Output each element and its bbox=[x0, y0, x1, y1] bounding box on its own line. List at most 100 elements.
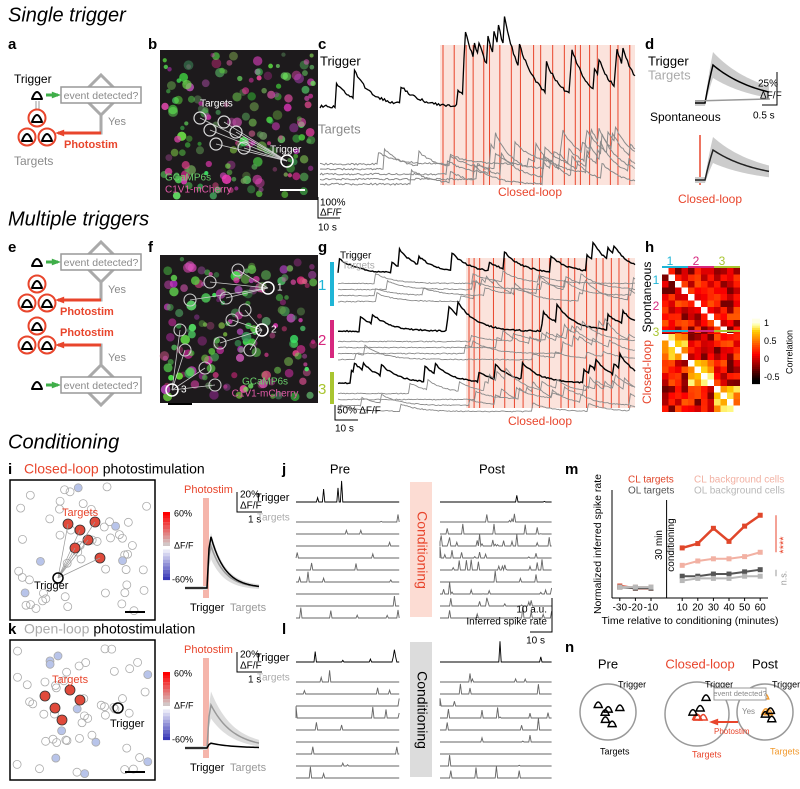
spike-trace bbox=[440, 718, 552, 731]
corr-cell bbox=[681, 287, 688, 294]
corr-cell bbox=[662, 307, 669, 314]
label: ΔF/F bbox=[174, 540, 194, 550]
cell bbox=[302, 353, 308, 359]
corr-cell bbox=[688, 281, 695, 288]
spike-trace bbox=[440, 766, 552, 779]
cell bbox=[184, 142, 191, 148]
neuron bbox=[31, 114, 43, 123]
cell bbox=[271, 122, 280, 131]
cell bbox=[162, 58, 167, 63]
closed-loop-shade bbox=[440, 45, 635, 185]
trace bbox=[319, 154, 636, 186]
cell-outline bbox=[65, 487, 75, 497]
trace bbox=[337, 351, 636, 385]
corr-cell bbox=[714, 294, 721, 301]
roi-link bbox=[249, 329, 263, 351]
significance: **** bbox=[778, 536, 790, 554]
cell bbox=[161, 102, 169, 111]
corr-cell bbox=[707, 353, 714, 360]
cell bbox=[228, 187, 234, 193]
cell bbox=[248, 77, 254, 83]
cell-outline bbox=[120, 588, 130, 598]
cell bbox=[231, 176, 237, 182]
corr-cell bbox=[727, 399, 734, 406]
cell-outline bbox=[133, 657, 142, 667]
colorbar-cell bbox=[752, 379, 760, 382]
cell bbox=[272, 110, 283, 120]
label: Targets bbox=[257, 513, 290, 524]
corr-cell bbox=[720, 274, 727, 281]
cell bbox=[186, 64, 192, 70]
target-ring bbox=[27, 108, 47, 128]
corr-cell bbox=[707, 300, 714, 307]
label: Yes bbox=[108, 352, 126, 364]
cell bbox=[307, 165, 314, 171]
label: 60% bbox=[174, 668, 192, 678]
corr-cell bbox=[707, 386, 714, 393]
marker bbox=[632, 584, 638, 590]
target-ring bbox=[17, 293, 37, 313]
corr-cell bbox=[727, 326, 734, 333]
trace bbox=[337, 275, 636, 297]
colorbar-cell bbox=[163, 515, 170, 519]
corr-cell bbox=[688, 366, 695, 373]
spike-trace bbox=[296, 528, 400, 535]
cell bbox=[174, 135, 181, 143]
corr-cell bbox=[688, 294, 695, 301]
trace bbox=[337, 335, 636, 355]
label: ΔF/F bbox=[760, 91, 782, 102]
arrow-head bbox=[51, 381, 61, 389]
label: 2 bbox=[318, 332, 326, 349]
corr-cell bbox=[714, 320, 721, 327]
corr-cell bbox=[668, 274, 675, 281]
trace bbox=[337, 240, 636, 274]
group-bar bbox=[662, 266, 688, 268]
cell-outline bbox=[77, 718, 87, 728]
scale-bar bbox=[334, 405, 358, 421]
group-bar bbox=[662, 330, 688, 332]
roi-link bbox=[225, 287, 269, 299]
label: ΔF/F bbox=[174, 700, 194, 710]
corr-cell bbox=[701, 268, 708, 275]
corr-cell bbox=[714, 379, 721, 386]
spike-trace bbox=[296, 571, 400, 583]
cell bbox=[275, 293, 284, 302]
panel-letter: f bbox=[148, 239, 154, 256]
cell bbox=[238, 346, 245, 353]
colorbar-cell bbox=[163, 573, 170, 577]
group-bar bbox=[688, 330, 714, 332]
cell bbox=[186, 135, 193, 142]
cell bbox=[165, 154, 173, 161]
spike-trace bbox=[296, 698, 400, 707]
colorbar-cell bbox=[752, 346, 760, 350]
cell-outline bbox=[135, 753, 144, 762]
cell bbox=[251, 163, 258, 170]
cell-outline bbox=[13, 646, 22, 656]
panel-letter: n bbox=[565, 639, 574, 656]
cell bbox=[261, 270, 271, 281]
spike-trace bbox=[440, 523, 552, 535]
cell bbox=[291, 70, 302, 81]
x-tick-label: -10 bbox=[644, 603, 659, 614]
corr-cell bbox=[668, 360, 675, 367]
corr-cell bbox=[714, 366, 721, 373]
marker bbox=[710, 556, 716, 562]
panel-letter: d bbox=[645, 36, 654, 53]
cell bbox=[279, 265, 289, 274]
cell-outline bbox=[38, 596, 47, 606]
corr-cell bbox=[694, 386, 701, 393]
cell bbox=[188, 350, 195, 357]
spike-trace bbox=[296, 540, 400, 547]
label: Conditioning bbox=[414, 511, 430, 589]
cell bbox=[213, 272, 220, 278]
label: Trigger bbox=[255, 652, 290, 664]
label: Targets bbox=[342, 261, 375, 272]
cell bbox=[167, 81, 176, 90]
cell bbox=[187, 95, 195, 103]
cell-outline bbox=[140, 687, 150, 697]
label: Targets bbox=[62, 507, 99, 519]
cell bbox=[174, 95, 183, 105]
cell bbox=[163, 363, 173, 373]
corr-cell bbox=[727, 347, 734, 354]
group-bar bbox=[714, 266, 740, 268]
